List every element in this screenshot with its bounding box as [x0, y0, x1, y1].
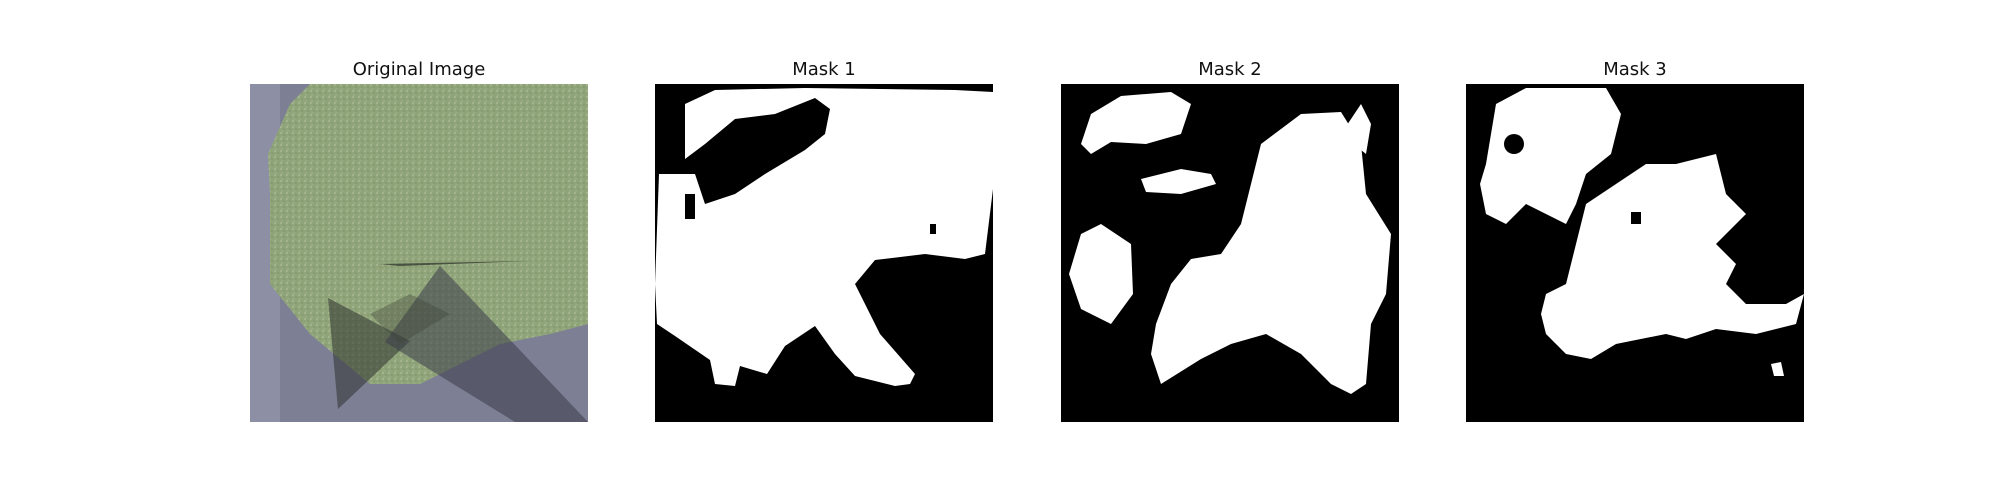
original-image-drawing — [250, 84, 588, 422]
panel-title-mask-1: Mask 1 — [792, 59, 856, 80]
panel-title-mask-2: Mask 2 — [1198, 59, 1262, 80]
panel-title-original: Original Image — [352, 59, 486, 80]
panel-title-mask-3: Mask 3 — [1603, 59, 1667, 80]
original-image — [250, 84, 588, 422]
mask-2 — [1061, 84, 1399, 422]
mask-1-drawing — [655, 84, 993, 422]
mask-1 — [655, 84, 993, 422]
mask-2-drawing — [1061, 84, 1399, 422]
mask-3-drawing — [1466, 84, 1804, 422]
shadow-right — [385, 266, 588, 422]
shadow-left — [328, 298, 410, 409]
mask-3 — [1466, 84, 1804, 422]
